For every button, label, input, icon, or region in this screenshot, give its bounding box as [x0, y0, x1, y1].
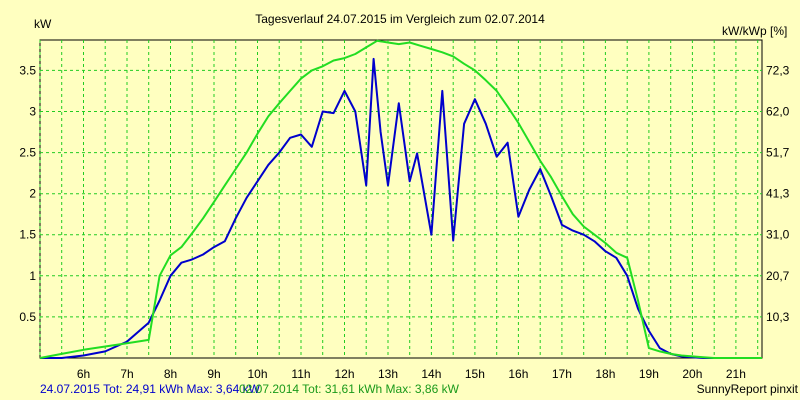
left-axis-unit-label: kW: [34, 17, 52, 31]
series-line-2: [39, 39, 762, 359]
x-tick-label: 13h: [378, 367, 398, 381]
right-axis-unit-label: kW/kWp [%]: [722, 24, 787, 38]
x-tick-label: 6h: [77, 367, 90, 381]
x-tick-label: 14h: [421, 367, 441, 381]
y-tick-label-right: 72,3: [766, 63, 790, 77]
footer-series-2-summary: 02.07.2014 Tot: 31,61 kWh Max: 3,86 kW: [239, 382, 460, 396]
x-tick-label: 8h: [164, 367, 177, 381]
x-tick-label: 21h: [726, 367, 746, 381]
x-tick-label: 16h: [508, 367, 528, 381]
plot-area: [39, 39, 763, 359]
y-tick-label-right: 41,3: [766, 187, 790, 201]
x-tick-label: 11h: [291, 367, 310, 381]
y-tick-label-right: 31,0: [766, 228, 790, 242]
footer-credit: SunnyReport pinxit: [697, 382, 799, 396]
y-tick-label-left: 1: [29, 269, 36, 283]
axis-ticks: 6h 7h 8h 9h 10h 11h 12h 13h 14h 15h 16h 17h 18h 19h 20…: [19, 63, 789, 381]
y-tick-label-left: 3.5: [19, 63, 36, 77]
x-tick-label: 15h: [465, 367, 485, 381]
y-tick-label-left: 2: [29, 187, 36, 201]
grid-lines: [39, 40, 762, 358]
y-tick-label-left: 1.5: [19, 228, 36, 242]
x-tick-label: 7h: [120, 367, 133, 381]
y-tick-label-right: 10,3: [766, 310, 790, 324]
y-tick-label-left: 3: [29, 105, 36, 119]
x-tick-label: 12h: [334, 367, 354, 381]
y-tick-label-right: 20,7: [766, 269, 790, 283]
y-tick-label-right: 51,7: [766, 146, 790, 160]
footer-series-1-summary: 24.07.2015 Tot: 24,91 kWh Max: 3,64 kW: [40, 382, 261, 396]
chart-title: Tagesverlauf 24.07.2015 im Vergleich zum…: [255, 12, 545, 26]
series-lines: [39, 39, 762, 359]
x-tick-label: 10h: [247, 367, 267, 381]
series-line-1: [40, 57, 762, 359]
x-tick-label: 9h: [207, 367, 220, 381]
y-tick-label-left: 2.5: [19, 146, 36, 160]
x-tick-label: 17h: [552, 367, 572, 381]
y-tick-label-right: 62,0: [766, 105, 790, 119]
x-tick-label: 18h: [595, 367, 615, 381]
x-tick-label: 20h: [682, 367, 702, 381]
y-tick-label-left: 0.5: [19, 310, 36, 324]
x-tick-label: 19h: [639, 367, 659, 381]
